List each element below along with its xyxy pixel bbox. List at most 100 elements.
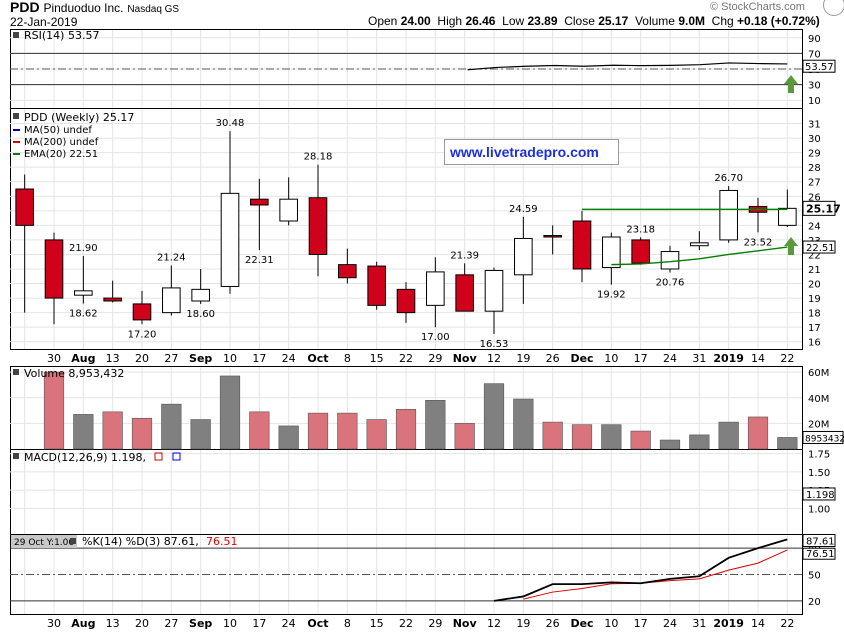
x-tick-label: 22 xyxy=(780,352,794,365)
candle-body xyxy=(690,242,709,247)
stochastic-k-tag-text: 87.61 xyxy=(806,536,835,547)
rsi-legend-swatch xyxy=(13,32,19,38)
x-tick-label: 19 xyxy=(516,352,530,365)
volume-bar xyxy=(718,421,739,450)
candle-body xyxy=(279,198,298,222)
x-tick-label: 22 xyxy=(399,352,413,365)
volume-bar xyxy=(395,408,417,450)
x-tick-label: Oct xyxy=(307,352,328,365)
x-tick-label-bottom: 15 xyxy=(370,617,384,630)
volume-bar xyxy=(571,424,593,450)
price-data-label: 22.31 xyxy=(245,255,274,266)
x-tick-label-bottom: Aug xyxy=(71,617,95,630)
volume-bar xyxy=(630,430,651,450)
volume-bar xyxy=(102,411,123,450)
price-data-label: 16.53 xyxy=(480,339,509,350)
stochastic-d-tag xyxy=(802,547,836,560)
volume-value-tag xyxy=(802,430,844,444)
price-tick-label: 19 xyxy=(808,294,821,305)
macd-tick-label: 1.50 xyxy=(808,468,830,479)
x-tick-label: 24 xyxy=(282,352,296,365)
macd-value-text: 1.198 xyxy=(806,490,835,501)
stochastic-tick-label: 20 xyxy=(808,597,821,608)
stochastic-date-text: 29 Oct Y:1.06 xyxy=(14,538,74,548)
price-tick-label: 29 xyxy=(808,149,821,160)
volume-bar xyxy=(542,421,563,450)
volume-bar xyxy=(513,398,534,450)
promo-box[interactable] xyxy=(444,139,619,165)
x-tick-label-bottom: Nov xyxy=(453,617,478,630)
macd-panel: 1.001.251.501.751.198 xyxy=(10,450,836,515)
price-tick-label: 26 xyxy=(808,192,821,203)
symbol: PDD xyxy=(10,0,40,15)
volume-bar xyxy=(278,425,299,450)
volume-value-text: 8953432 xyxy=(805,434,844,444)
price-panel-frame xyxy=(10,108,803,350)
x-tick-label: Dec xyxy=(570,352,593,365)
x-tick-label-bottom: 20 xyxy=(135,617,149,630)
x-tick-label-bottom: 24 xyxy=(663,617,677,630)
candle-body xyxy=(514,237,533,276)
stochastic-k-tag xyxy=(802,533,836,547)
x-tick-label: 15 xyxy=(370,352,384,365)
x-tick-label: Aug xyxy=(71,352,95,365)
volume-legend: Volume 8,953,432 xyxy=(24,367,124,380)
price-tick-label: 22 xyxy=(808,250,821,261)
watermark: © StockCharts.com xyxy=(710,1,805,13)
close-value: 25.17 xyxy=(598,14,629,28)
zoom-circle-icon[interactable] xyxy=(823,0,844,16)
volume-bar xyxy=(131,417,153,450)
candle-body xyxy=(338,264,357,279)
price-data-label: 24.59 xyxy=(509,204,538,215)
macd-value-tag xyxy=(802,487,836,501)
x-tick-label-bottom: 31 xyxy=(692,617,706,630)
volume-tick-label: 40M xyxy=(808,394,829,405)
stochastic-d-tag-text: 76.51 xyxy=(806,549,835,560)
x-tick-label: 26 xyxy=(546,352,560,365)
stochastic-legend-swatch xyxy=(70,538,76,544)
x-tick-label-bottom: 17 xyxy=(252,617,266,630)
price-data-label: 21.90 xyxy=(69,243,98,254)
x-tick-label-bottom: Dec xyxy=(570,617,593,630)
rsi-value-text: 53.57 xyxy=(805,62,834,73)
x-tick-label-bottom: Oct xyxy=(307,617,328,630)
price-up-arrow-icon xyxy=(784,237,798,255)
candle-body xyxy=(572,220,592,270)
volume-label: Volume xyxy=(634,14,675,28)
high-value: 26.46 xyxy=(465,14,496,28)
rsi-tick-label: 30 xyxy=(808,81,821,92)
x-tick-label: 31 xyxy=(692,352,706,365)
promo-link[interactable]: www.livetradepro.com xyxy=(449,144,599,160)
macd-legend: MACD(12,26,9) 1.198, xyxy=(24,451,146,464)
volume-bar xyxy=(307,412,329,450)
stochastic-d-value: 76.51 xyxy=(206,535,238,548)
x-tick-label-bottom: 29 xyxy=(428,617,442,630)
company-name: Pinduoduo Inc. xyxy=(43,1,124,15)
macd-tick-label: 1.75 xyxy=(808,450,830,461)
x-tick-label: 17 xyxy=(252,352,266,365)
x-axis-labels: 30 30 Aug Aug 13 13 20 20 27 27 Sep Sep 10 10 17 17 24 24… xyxy=(47,352,794,630)
volume-panel: 20M 40M 60M 8953432 xyxy=(10,368,844,450)
volume-value: 9.0M xyxy=(678,14,705,28)
price-panel: 1617181920212223242526272829303121.9018.… xyxy=(10,118,841,350)
low-value: 23.89 xyxy=(527,14,558,28)
price-data-label: 23.18 xyxy=(626,224,655,235)
rsi-line xyxy=(467,62,788,71)
volume-bar xyxy=(747,416,769,450)
candle-body xyxy=(719,189,738,241)
candle-body xyxy=(484,269,504,312)
rsi-tick-label: 70 xyxy=(808,49,821,60)
x-tick-label: 13 xyxy=(106,352,120,365)
chg-label: Chg xyxy=(711,14,734,28)
x-tick-label: Sep xyxy=(189,352,212,365)
x-tick-label: 10 xyxy=(223,352,237,365)
x-tick-label-bottom: 14 xyxy=(751,617,765,630)
open-label: Open xyxy=(368,14,398,28)
volume-bar xyxy=(337,412,358,450)
price-tick-label: 21 xyxy=(808,265,821,276)
candle-body xyxy=(543,235,562,238)
volume-bar xyxy=(483,383,505,450)
volume-bar xyxy=(73,414,94,450)
stochastic-tick-label: 50 xyxy=(808,571,821,582)
